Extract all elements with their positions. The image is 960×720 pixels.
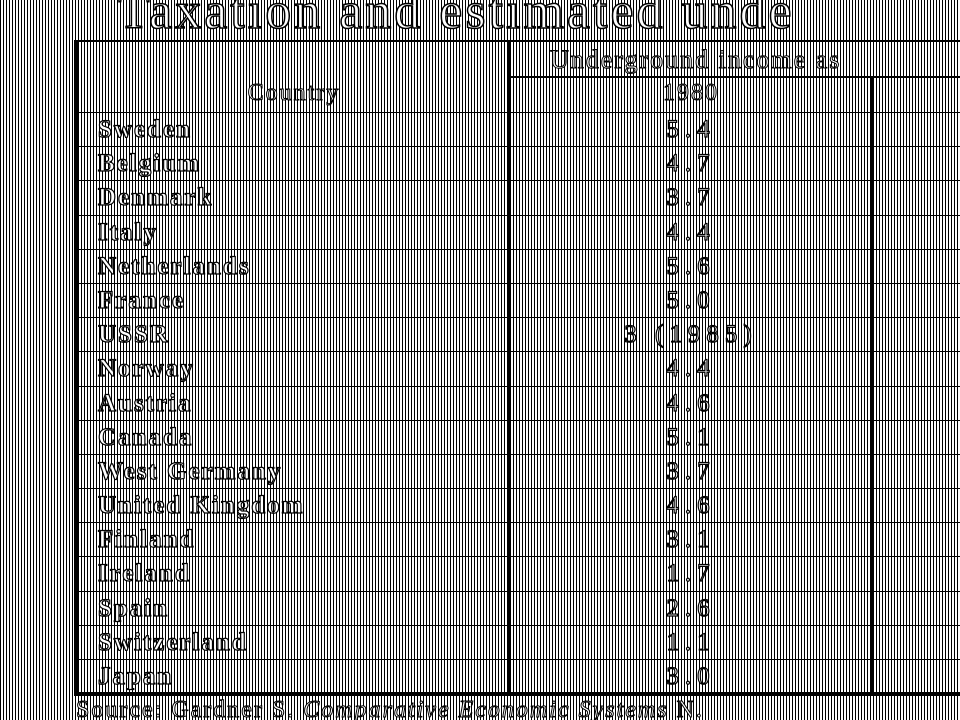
table-row: United Kingdom 4.6 bbox=[78, 488, 960, 522]
table-row: Finland 3.1 bbox=[78, 522, 960, 556]
source-citation: Source: Gardner S. Comparative Economic … bbox=[75, 696, 960, 720]
value-cell: 1.1 bbox=[666, 628, 716, 656]
table-row: Belgium 4.7 bbox=[78, 146, 960, 180]
value-cell: 5.4 bbox=[666, 115, 716, 143]
header-divider bbox=[508, 76, 960, 78]
table-row: Switzerland 1.1 bbox=[78, 624, 960, 659]
source-prefix: Source: Gardner S. bbox=[75, 697, 296, 720]
value-cell: 3.7 bbox=[666, 457, 716, 485]
country-cell: USSR bbox=[97, 321, 170, 349]
country-cell: Netherlands bbox=[97, 252, 251, 280]
value-cell: 4.7 bbox=[666, 150, 716, 178]
country-cell: West Germany bbox=[97, 457, 283, 485]
source-suffix: N. bbox=[676, 697, 704, 720]
country-cell: Norway bbox=[97, 355, 195, 383]
table-row: Sweden 5.4 bbox=[78, 112, 960, 146]
country-cell: Switzerland bbox=[97, 628, 248, 656]
value-cell: 1.7 bbox=[666, 560, 716, 588]
table-row: Netherlands 5.6 bbox=[78, 248, 960, 283]
country-cell: Denmark bbox=[97, 184, 214, 212]
table-body: Sweden 5.4 Belgium 4.7 Denmark 3.7 Italy… bbox=[78, 112, 960, 693]
column-divider-main bbox=[508, 40, 511, 694]
value-cell: 5.6 bbox=[666, 252, 716, 280]
country-cell: Japan bbox=[97, 662, 174, 690]
table-row: Spain 2.6 bbox=[78, 590, 960, 625]
value-cell: 3.7 bbox=[666, 184, 716, 212]
group-header: Underground income as bbox=[550, 45, 842, 75]
country-cell: Italy bbox=[97, 218, 158, 246]
table-row: West Germany 3.7 bbox=[78, 453, 960, 488]
country-cell: Belgium bbox=[97, 150, 201, 178]
country-cell: Spain bbox=[97, 594, 170, 622]
value-cell: 4.6 bbox=[666, 389, 716, 417]
value-cell: 4.4 bbox=[666, 355, 716, 383]
value-cell: 2.6 bbox=[666, 594, 716, 622]
country-cell: Sweden bbox=[97, 115, 192, 143]
country-cell: Austria bbox=[97, 389, 193, 417]
table-row: USSR 3 (1985) bbox=[78, 317, 960, 351]
page-title: Taxation and estimated unde bbox=[117, 0, 795, 40]
value-cell: 3.0 bbox=[666, 662, 716, 690]
value-cell: 5.0 bbox=[666, 286, 716, 314]
table-row: Norway 4.4 bbox=[78, 351, 960, 385]
table-row: Japan 3.0 bbox=[78, 659, 960, 693]
table-row: Austria 4.6 bbox=[78, 385, 960, 420]
country-cell: Ireland bbox=[97, 560, 191, 588]
value-cell: 4.4 bbox=[666, 218, 716, 246]
table-row: Ireland 1.7 bbox=[78, 556, 960, 590]
column-header-country: Country bbox=[247, 80, 341, 107]
table-row: France 5.0 bbox=[78, 282, 960, 317]
country-cell: France bbox=[97, 286, 185, 314]
source-book-title: Comparative Economic Systems bbox=[303, 697, 669, 720]
country-cell: Finland bbox=[97, 526, 196, 554]
country-cell: Canada bbox=[97, 423, 194, 451]
country-cell: United Kingdom bbox=[97, 491, 305, 520]
value-cell: 3.1 bbox=[666, 526, 716, 554]
value-cell: 3 (1985) bbox=[624, 321, 758, 349]
table-row: Canada 5.1 bbox=[78, 419, 960, 454]
column-header-year: 1980 bbox=[663, 80, 719, 107]
value-cell: 4.6 bbox=[666, 491, 716, 520]
table-row: Italy 4.4 bbox=[78, 214, 960, 249]
table-row: Denmark 3.7 bbox=[78, 180, 960, 214]
table-frame bbox=[74, 40, 960, 696]
value-cell: 5.1 bbox=[666, 423, 716, 451]
